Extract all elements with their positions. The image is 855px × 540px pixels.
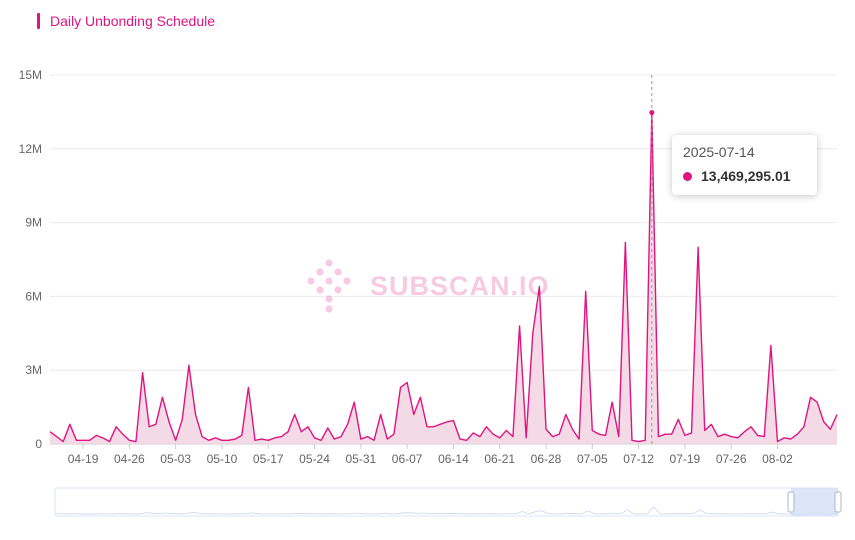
x-tick-label: 05-03 [160,452,191,466]
tooltip-date: 2025-07-14 [683,144,755,160]
x-tick-label: 04-19 [68,452,99,466]
tooltip-value: 13,469,295.01 [701,168,791,184]
slider-track[interactable] [54,487,839,517]
series-layer [49,75,838,444]
x-tick-label: 06-07 [392,452,423,466]
subscan-logo-icon [307,259,351,313]
x-tick-label: 04-26 [114,452,145,466]
slider-handle-right[interactable] [834,491,842,513]
x-tick-label: 07-19 [670,452,701,466]
watermark-text: SUBSCAN.IO [370,270,550,301]
x-tick-label: 05-10 [207,452,238,466]
watermark: SUBSCAN.IO [302,259,550,313]
y-tick-label: 0 [35,437,42,451]
y-tick-label: 15M [19,68,42,82]
x-tick-label: 05-31 [345,452,376,466]
y-axis: 0 3M 6M 9M 12M 15M [19,68,43,451]
tooltip-row: 13,469,295.01 [683,168,806,184]
x-tick-label: 07-05 [577,452,608,466]
title-accent-bar [37,13,40,29]
slider-overview-line [54,506,839,515]
highlight-point [649,110,655,116]
x-tick-label: 06-28 [531,452,562,466]
x-tick-label: 06-21 [484,452,515,466]
x-tick-label: 08-02 [762,452,793,466]
x-tick-label: 07-26 [716,452,747,466]
chart-tooltip: 2025-07-14 13,469,295.01 [672,135,817,195]
slider-handle-left[interactable] [787,491,795,513]
x-tick-label: 07-12 [623,452,654,466]
x-tick-label: 05-24 [299,452,330,466]
y-tick-label: 12M [19,142,42,156]
x-axis: 04-19 04-26 05-03 05-10 05-17 05-24 05-31 06-07… [68,444,793,466]
y-tick-label: 6M [25,289,42,303]
chart-title: Daily Unbonding Schedule [37,10,215,32]
chart-title-text: Daily Unbonding Schedule [50,13,215,29]
x-tick-label: 05-17 [253,452,284,466]
data-zoom-slider[interactable] [54,487,842,517]
y-tick-label: 3M [25,363,42,377]
series-dot-icon [683,171,692,181]
y-tick-label: 9M [25,216,42,230]
x-tick-label: 06-14 [438,452,469,466]
slider-window[interactable] [791,488,838,516]
series-line [49,111,838,443]
